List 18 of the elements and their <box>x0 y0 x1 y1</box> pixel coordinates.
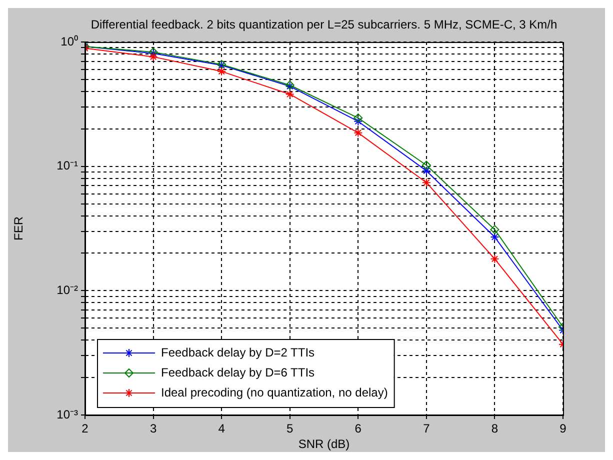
legend-label: Ideal precoding (no quantization, no delay) <box>161 385 388 400</box>
legend-label: Feedback delay by D=2 TTIs <box>161 345 315 360</box>
x-tick-label: 7 <box>423 422 430 436</box>
x-tick-label: 9 <box>560 422 567 436</box>
x-tick-label: 6 <box>354 422 362 436</box>
x-tick-label: 3 <box>150 422 157 436</box>
x-tick-label: 2 <box>82 422 89 436</box>
legend-label: Feedback delay by D=6 TTIs <box>161 365 315 380</box>
y-tick-label: 10⁻¹ <box>56 158 78 173</box>
y-axis-title: FER <box>12 216 26 240</box>
y-tick-label: 10⁰ <box>60 34 78 48</box>
x-tick-label: 5 <box>286 422 294 436</box>
y-tick-label: 10⁻³ <box>56 407 78 422</box>
x-tick-label: 4 <box>218 422 226 436</box>
x-axis-title: SNR (dB) <box>298 437 350 452</box>
x-tick-label: 8 <box>491 422 498 436</box>
y-tick-label: 10⁻² <box>56 282 78 297</box>
chart-title: Differential feedback. 2 bits quantization per L=25 subcarriers. 5 MHz, SCME-C, 3 Km/h <box>90 17 558 32</box>
